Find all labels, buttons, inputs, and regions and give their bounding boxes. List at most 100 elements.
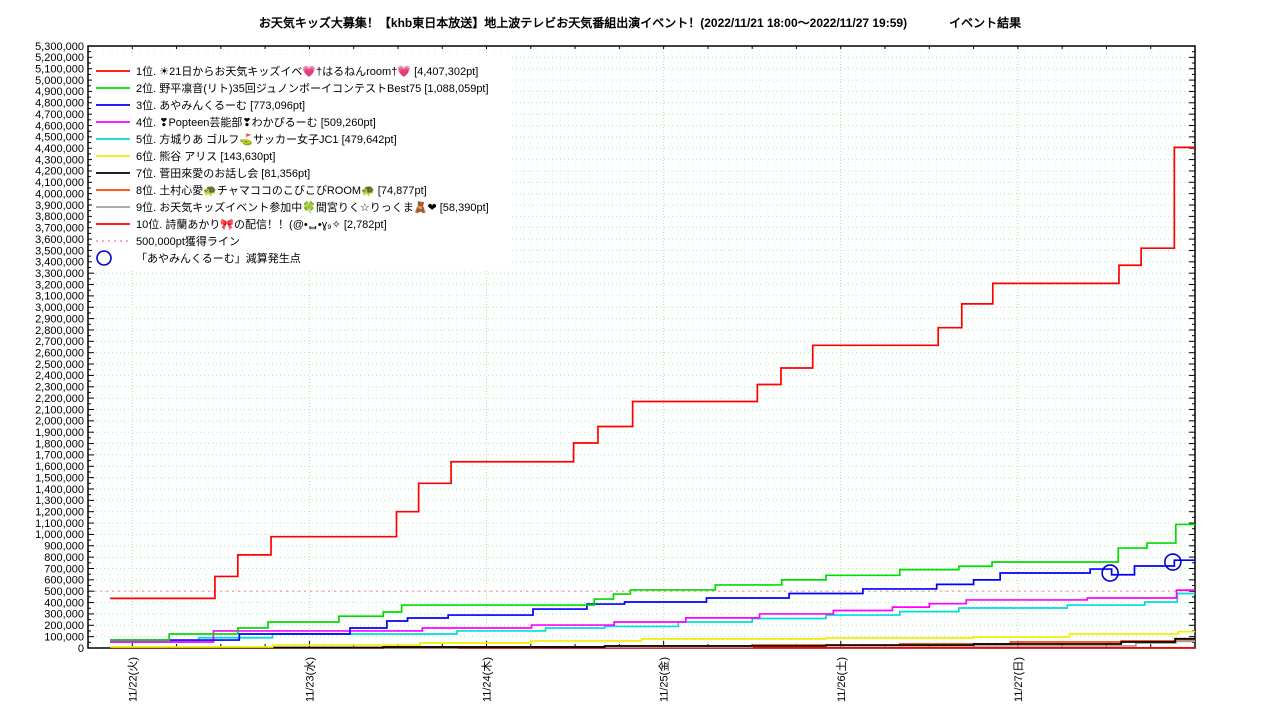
y-axis-label: 5,300,000 xyxy=(35,41,84,53)
legend-label: 4位. ❣Popteen芸能部❣わかぴるーむ [509,260pt] xyxy=(136,115,376,129)
y-axis-label: 2,200,000 xyxy=(35,393,84,405)
y-axis-label: 1,600,000 xyxy=(35,461,84,473)
legend-label: 8位. 土村心愛🐢チャマココのこびこびROOM🐢 [74,877pt] xyxy=(136,183,427,197)
x-axis-labels: 11/22(火) 11/23(水) 11/24(木) 11/25(金) 11/26(土)… xyxy=(127,657,1025,702)
y-axis-label: 1,200,000 xyxy=(35,506,84,518)
deduction-markers xyxy=(1101,553,1182,582)
legend-item: 500,000pt獲得ライン xyxy=(96,235,240,248)
series-line-rank-7 xyxy=(110,637,1195,649)
y-axis-label: 3,000,000 xyxy=(35,302,84,314)
y-axis-label: 3,200,000 xyxy=(35,279,84,291)
legend-label: 2位. 野平凛音(リト)35回ジュノンボーイコンテストBest75 [1,088… xyxy=(136,81,489,95)
legend-background xyxy=(92,57,510,269)
y-axis-label: 3,400,000 xyxy=(35,257,84,269)
y-axis-label: 4,200,000 xyxy=(35,166,84,178)
y-axis-label: 2,000,000 xyxy=(35,416,84,428)
legend-item: 2位. 野平凛音(リト)35回ジュノンボーイコンテストBest75 [1,088… xyxy=(96,81,489,95)
series-line-rank-3 xyxy=(110,559,1195,641)
series-line-rank-5 xyxy=(110,592,1195,643)
legend-item: 9位. お天気キッズイベント参加中🍀間宮りく☆りっくま🧸❤ [58,390pt] xyxy=(96,200,489,214)
y-axis-label: 4,900,000 xyxy=(35,86,84,98)
series-lines xyxy=(110,146,1196,649)
y-axis-label: 4,000,000 xyxy=(35,188,84,200)
y-axis-label: 2,500,000 xyxy=(35,359,84,371)
x-axis-label: 11/25(金) xyxy=(657,657,671,702)
y-axis-label: 2,600,000 xyxy=(35,347,84,359)
series-line-rank-4 xyxy=(110,589,1195,643)
y-axis-label: 200,000 xyxy=(44,620,84,632)
series-line-rank-1 xyxy=(110,146,1195,600)
y-axis-label: 1,800,000 xyxy=(35,438,84,450)
y-axis-label: 3,300,000 xyxy=(35,268,84,280)
y-axis-label: 1,100,000 xyxy=(35,518,84,530)
y-axis-label: 2,900,000 xyxy=(35,313,84,325)
y-axis-label: 1,400,000 xyxy=(35,484,84,496)
legend-circle-sample xyxy=(96,250,112,266)
y-axis-label: 900,000 xyxy=(44,541,84,553)
y-axis-label: 1,300,000 xyxy=(35,495,84,507)
y-axis-label: 2,400,000 xyxy=(35,370,84,382)
y-axis-label: 4,700,000 xyxy=(35,109,84,121)
legend-label: 1位. ☀21日からお天気キッズイベ💗†はるねんroom†💗 [4,407,30… xyxy=(136,64,478,78)
y-axis-label: 800,000 xyxy=(44,552,84,564)
y-axis-label: 5,200,000 xyxy=(35,52,84,64)
y-axis-label: 1,500,000 xyxy=(35,472,84,484)
legend-label: 5位. 方城りあ ゴルフ⛳サッカー女子JC1 [479,642pt] xyxy=(136,132,397,146)
x-axis-label: 11/23(水) xyxy=(303,657,316,702)
legend-label: 6位. 熊谷 アリス [143,630pt] xyxy=(136,149,275,163)
legend-label: 7位. 菅田來愛のお話し会 [81,356pt] xyxy=(136,166,310,180)
legend-item: 6位. 熊谷 アリス [143,630pt] xyxy=(96,149,275,163)
legend-item: 5位. 方城りあ ゴルフ⛳サッカー女子JC1 [479,642pt] xyxy=(96,132,397,146)
y-axis-label: 2,800,000 xyxy=(35,325,84,337)
series-line-rank-6 xyxy=(110,630,1195,648)
legend-item: 10位. 詩蘭あかり🎀の配信！！(@•ᆸ•ɣ₉✧ [2,782pt] xyxy=(96,217,387,231)
y-axis-label: 100,000 xyxy=(44,631,84,643)
y-axis-label: 3,800,000 xyxy=(35,211,84,223)
y-axis-label: 500,000 xyxy=(44,586,84,598)
y-axis-label: 4,100,000 xyxy=(35,177,84,189)
y-axis-label: 4,600,000 xyxy=(35,120,84,132)
deduction-marker-circle xyxy=(1164,553,1182,571)
y-axis-label: 400,000 xyxy=(44,597,84,609)
x-axis-label: 11/24(木) xyxy=(481,657,494,702)
legend-item: 「あやみんくるーむ」減算発生点 xyxy=(96,250,301,266)
y-axis-label: 600,000 xyxy=(44,575,84,587)
y-axis-label: 4,400,000 xyxy=(35,143,84,155)
y-axis-label: 5,100,000 xyxy=(35,64,84,76)
legend: 1位. ☀21日からお天気キッズイベ💗†はるねんroom†💗 [4,407,30… xyxy=(92,57,510,269)
y-axis-label: 2,700,000 xyxy=(35,336,84,348)
y-axis-label: 3,100,000 xyxy=(35,291,84,303)
y-axis-label: 1,700,000 xyxy=(35,450,84,462)
y-axis-label: 1,000,000 xyxy=(35,529,84,541)
legend-label: 10位. 詩蘭あかり🎀の配信！！(@•ᆸ•ɣ₉✧ [2,782pt] xyxy=(136,217,387,231)
y-axis-label: 2,300,000 xyxy=(35,382,84,394)
y-axis-label: 3,500,000 xyxy=(35,245,84,257)
y-axis-label: 700,000 xyxy=(44,563,84,575)
legend-item: 3位. あやみんくるーむ [773,096pt] xyxy=(96,98,305,112)
title-row: お天気キッズ大募集！【khb東日本放送】地上波テレビお天気番組出演イベント！(2… xyxy=(0,14,1280,31)
legend-item: 4位. ❣Popteen芸能部❣わかぴるーむ [509,260pt] xyxy=(96,115,376,129)
y-axis-label: 5,000,000 xyxy=(35,75,84,87)
y-axis-label: 2,100,000 xyxy=(35,404,84,416)
x-axis-label: 11/22(火) xyxy=(127,657,139,702)
y-axis-label: 4,800,000 xyxy=(35,98,84,110)
y-axis-label: 4,500,000 xyxy=(35,132,84,144)
legend-item: 8位. 土村心愛🐢チャマココのこびこびROOM🐢 [74,877pt] xyxy=(96,183,427,197)
result-label: イベント結果 xyxy=(949,16,1022,30)
y-axis-label: 3,700,000 xyxy=(35,223,84,235)
legend-label: 9位. お天気キッズイベント参加中🍀間宮りく☆りっくま🧸❤ [58,390pt] xyxy=(136,200,489,214)
y-axis-label: 3,900,000 xyxy=(35,200,84,212)
x-axis-label: 11/27(日) xyxy=(1013,657,1025,702)
y-axis-label: 3,600,000 xyxy=(35,234,84,246)
legend-label: 500,000pt獲得ライン xyxy=(136,235,240,248)
legend-item: 7位. 菅田來愛のお話し会 [81,356pt] xyxy=(96,166,310,180)
y-axis-label: 300,000 xyxy=(44,609,84,621)
series-line-rank-2 xyxy=(110,523,1195,641)
legend-label: 「あやみんくるーむ」減算発生点 xyxy=(136,251,301,265)
legend-item: 1位. ☀21日からお天気キッズイベ💗†はるねんroom†💗 [4,407,30… xyxy=(96,64,478,78)
legend-label: 3位. あやみんくるーむ [773,096pt] xyxy=(136,98,305,112)
deduction-marker-circle xyxy=(1101,564,1119,582)
y-axis-label: 0 xyxy=(78,643,84,655)
